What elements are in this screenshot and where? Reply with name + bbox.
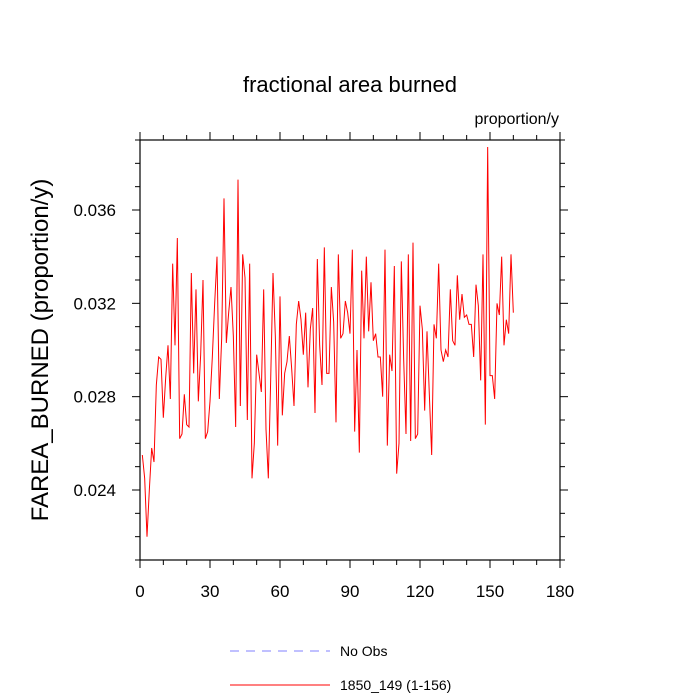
y-tick-label: 0.036 — [73, 201, 116, 220]
y-tick-label: 0.024 — [73, 481, 116, 500]
series-line-1850-149-1-156- — [141, 146, 514, 537]
legend: No Obs 1850_149 (1-156) — [230, 643, 451, 693]
y-tick-label: 0.032 — [73, 294, 116, 313]
axis-ticks: 0 30 60 90 120 150 180 0.024 0.028 0.032 0.036 — [73, 132, 574, 601]
legend-label-1850-149: 1850_149 (1-156) — [340, 677, 451, 693]
y-axis-label: FAREA_BURNED (proportion/y) — [27, 179, 54, 522]
x-tick-label: 30 — [201, 582, 220, 601]
x-tick-label: 150 — [476, 582, 504, 601]
y-tick-label: 0.028 — [73, 388, 116, 407]
x-tick-label: 0 — [135, 582, 144, 601]
x-tick-label: 60 — [271, 582, 290, 601]
x-tick-label: 90 — [341, 582, 360, 601]
units-label: proportion/y — [475, 111, 560, 128]
legend-label-no-obs: No Obs — [340, 643, 387, 659]
x-tick-label: 180 — [546, 582, 574, 601]
plot-frame — [139, 139, 561, 561]
series-layer — [141, 146, 514, 537]
x-tick-label: 120 — [406, 582, 434, 601]
chart-title: fractional area burned — [243, 72, 457, 97]
